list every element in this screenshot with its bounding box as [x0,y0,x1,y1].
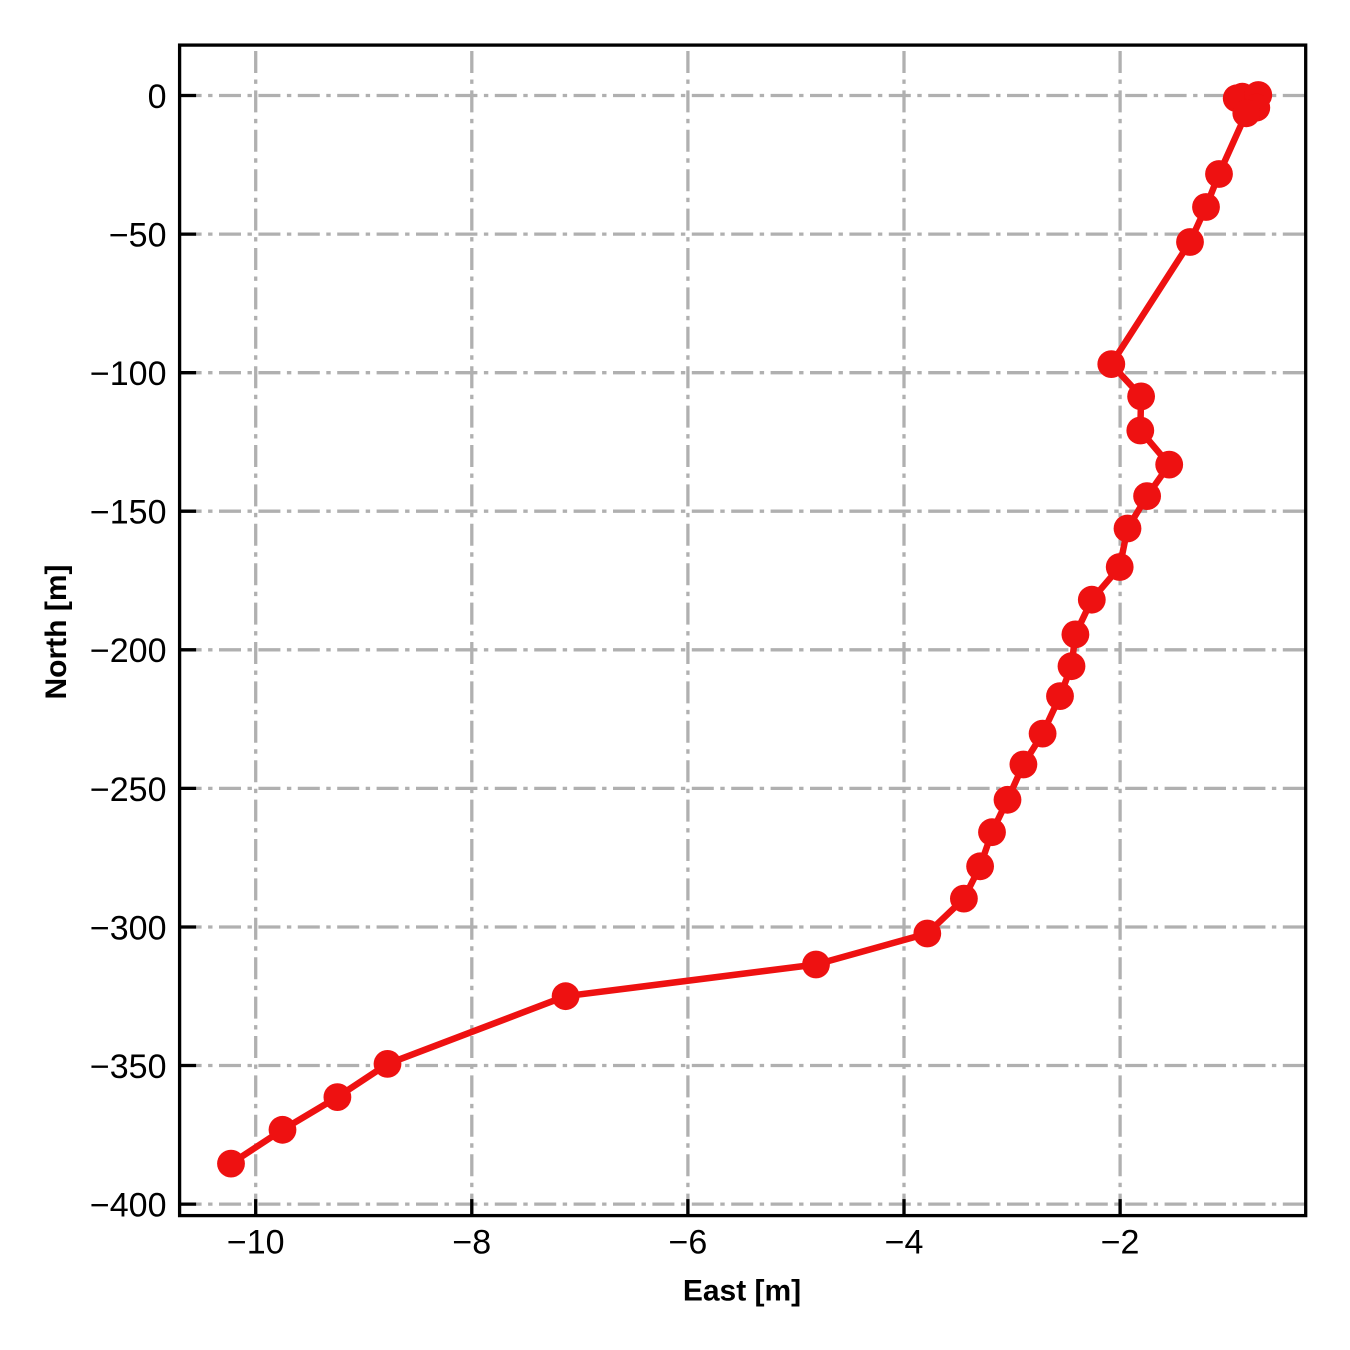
svg-text:0: 0 [148,78,167,116]
svg-text:−350: −350 [90,1048,167,1086]
svg-text:East [m]: East [m] [683,1275,801,1308]
svg-text:−50: −50 [109,217,167,255]
svg-text:−4: −4 [885,1224,924,1262]
svg-text:−400: −400 [90,1187,167,1225]
svg-text:−8: −8 [452,1224,491,1262]
svg-text:−2: −2 [1101,1224,1140,1262]
svg-text:−10: −10 [227,1224,285,1262]
svg-text:North [m]: North [m] [40,565,73,700]
svg-text:−250: −250 [90,771,167,809]
svg-text:−6: −6 [669,1224,708,1262]
svg-text:−100: −100 [90,355,167,393]
svg-text:−150: −150 [90,494,167,532]
svg-text:−300: −300 [90,909,167,947]
svg-text:−200: −200 [90,632,167,670]
